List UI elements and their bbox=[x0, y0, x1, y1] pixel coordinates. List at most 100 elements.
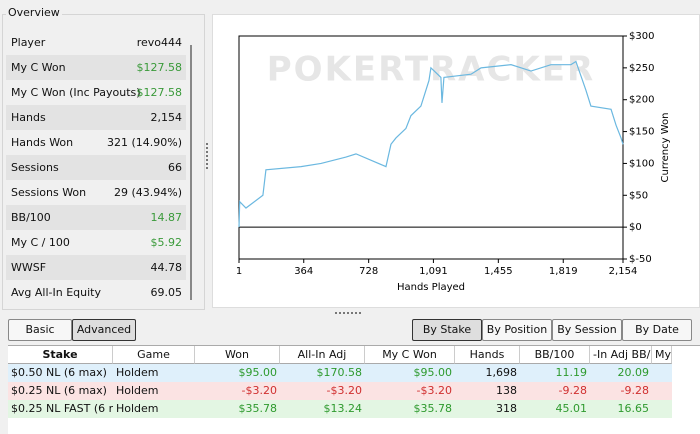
row-value: 66 bbox=[168, 161, 182, 174]
group-tab[interactable]: By Session bbox=[552, 319, 622, 341]
column-header[interactable]: Won bbox=[195, 346, 280, 364]
row-value: 29 (43.94%) bbox=[113, 186, 182, 199]
watermark: POKERTRACKER bbox=[267, 50, 595, 90]
overview-row: Hands 2,154 bbox=[6, 105, 186, 130]
x-tick-label: 1,455 bbox=[484, 266, 513, 277]
table-cell: $95.00 bbox=[413, 366, 453, 379]
column-header[interactable]: BB/100 bbox=[520, 346, 590, 364]
x-axis-label: Hands Played bbox=[397, 282, 465, 293]
row-label: Sessions bbox=[11, 161, 59, 174]
y-tick-label: $200 bbox=[629, 95, 654, 106]
x-tick-label: 1 bbox=[236, 266, 242, 277]
row-value: $5.92 bbox=[150, 236, 183, 249]
chart-panel: POKERTRACKER $300 $250 $200 $150 $100 $50 $0 $-5… bbox=[212, 14, 700, 308]
y-tick-label: $300 bbox=[629, 31, 654, 42]
overview-row: My C Won (Inc Payouts) $127.58 bbox=[6, 80, 186, 105]
table-cell: 1,698 bbox=[485, 366, 518, 379]
table-cell: 20.09 bbox=[617, 366, 650, 379]
row-label: Sessions Won bbox=[11, 186, 87, 199]
row-value: 14.87 bbox=[150, 211, 183, 224]
table-cell: 45.01 bbox=[555, 402, 588, 415]
y-axis-label: Currency Won bbox=[660, 113, 671, 183]
column-header[interactable]: Hands bbox=[455, 346, 520, 364]
overview-group bbox=[2, 14, 205, 310]
group-tab[interactable]: By Position bbox=[482, 319, 552, 341]
row-value: 321 (14.90%) bbox=[106, 136, 182, 149]
row-value: $127.58 bbox=[136, 86, 183, 99]
row-label: Hands Won bbox=[11, 136, 74, 149]
table-cell: $35.78 bbox=[413, 402, 453, 415]
table-cell: Holdem bbox=[116, 384, 159, 397]
column-header[interactable]: Stake bbox=[8, 346, 113, 364]
table-cell: -$3.20 bbox=[241, 384, 277, 397]
x-tick-label: 2,154 bbox=[609, 266, 638, 277]
table-cell: $0.25 NL (6 max) bbox=[11, 384, 107, 397]
row-label: Avg All-In Equity bbox=[11, 286, 101, 299]
x-tick-label: 1,819 bbox=[549, 266, 578, 277]
table-cell: 16.65 bbox=[617, 402, 650, 415]
row-background bbox=[8, 400, 672, 418]
overview-row: WWSF 44.78 bbox=[6, 255, 186, 280]
row-value: 44.78 bbox=[150, 261, 183, 274]
y-tick-label: $150 bbox=[629, 127, 654, 138]
stats-table: Stake Game Won All-In Adj My C Won Hands BB/10… bbox=[8, 345, 700, 434]
view-tab[interactable]: Basic bbox=[8, 319, 72, 341]
table-cell: $95.00 bbox=[238, 366, 278, 379]
column-header[interactable]: My C Won bbox=[365, 346, 455, 364]
y-tick-label: $-50 bbox=[629, 254, 652, 265]
table-cell: 11.19 bbox=[555, 366, 588, 379]
column-header[interactable]: -In Adj BB/1 bbox=[590, 346, 652, 364]
row-label: My C / 100 bbox=[11, 236, 70, 249]
y-tick-label: $0 bbox=[629, 222, 642, 233]
table-cell bbox=[652, 400, 672, 418]
row-value: $127.58 bbox=[136, 61, 183, 74]
overview-row: Sessions Won 29 (43.94%) bbox=[6, 180, 186, 205]
row-background bbox=[8, 364, 672, 382]
x-tick-label: 364 bbox=[294, 266, 313, 277]
table-cell: 138 bbox=[496, 384, 517, 397]
overview-row: My C Won $127.58 bbox=[6, 55, 186, 80]
row-label: WWSF bbox=[11, 261, 47, 274]
row-label: BB/100 bbox=[11, 211, 51, 224]
overview-row: Hands Won 321 (14.90%) bbox=[6, 130, 186, 155]
overview-row: My C / 100 $5.92 bbox=[6, 230, 186, 255]
table-cell: $35.78 bbox=[238, 402, 278, 415]
chart: POKERTRACKER $300 $250 $200 $150 $100 $50 $0 $-5… bbox=[236, 31, 671, 293]
overview-title: Overview bbox=[6, 6, 62, 19]
group-tab[interactable]: By Date bbox=[622, 319, 692, 341]
column-header[interactable]: My bbox=[652, 346, 672, 364]
y-tick-label: $100 bbox=[629, 158, 654, 169]
column-header[interactable]: Game bbox=[113, 346, 195, 364]
table-cell: -$3.20 bbox=[326, 384, 362, 397]
overview-row: Avg All-In Equity 69.05 bbox=[6, 280, 186, 305]
row-background bbox=[8, 382, 672, 400]
group-tab[interactable]: By Stake bbox=[412, 319, 482, 341]
table-cell: $13.24 bbox=[323, 402, 363, 415]
row-value: 2,154 bbox=[150, 111, 183, 124]
x-tick-label: 1,091 bbox=[419, 266, 448, 277]
view-tab[interactable]: Advanced bbox=[72, 319, 136, 341]
table-cell: 318 bbox=[496, 402, 517, 415]
row-label: Hands bbox=[11, 111, 46, 124]
row-value: 69.05 bbox=[150, 286, 183, 299]
table-cell: Holdem bbox=[116, 402, 159, 415]
row-value: revo444 bbox=[136, 36, 182, 49]
x-tick-label: 728 bbox=[359, 266, 378, 277]
splitter[interactable] bbox=[206, 143, 210, 169]
y-tick-label: $50 bbox=[629, 190, 648, 201]
row-label: My C Won bbox=[11, 61, 66, 74]
table-cell bbox=[652, 382, 672, 400]
table-cell: Holdem bbox=[116, 366, 159, 379]
table-cell: -$3.20 bbox=[416, 384, 452, 397]
column-header[interactable]: All-In Adj bbox=[280, 346, 365, 364]
row-label: Player bbox=[11, 36, 46, 49]
line-series bbox=[238, 60, 624, 228]
table-cell: $0.25 NL FAST (6 ma bbox=[11, 402, 113, 415]
table-cell: -9.28 bbox=[558, 384, 587, 397]
table-cell: -9.28 bbox=[620, 384, 649, 397]
splitter[interactable] bbox=[335, 312, 361, 316]
y-tick-label: $250 bbox=[629, 63, 654, 74]
table-cell: $170.58 bbox=[316, 366, 363, 379]
table-cell bbox=[652, 364, 672, 382]
